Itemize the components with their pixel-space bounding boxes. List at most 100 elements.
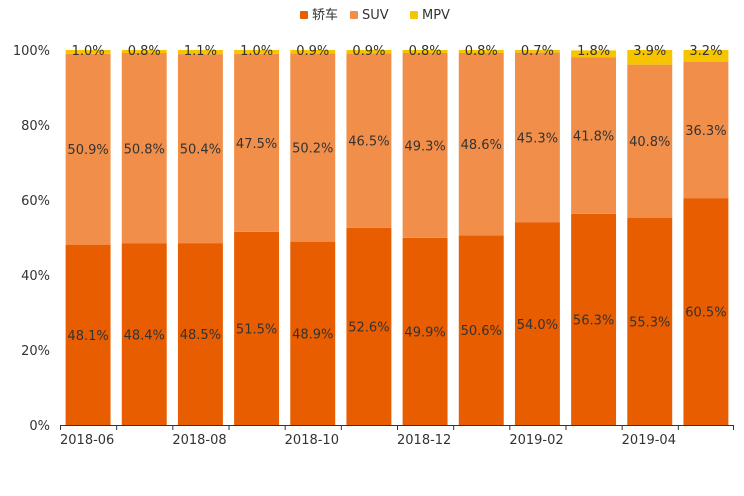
x-axis: 2018-06 2018-08 2018-10 2018-12 2019-02 2019-… — [60, 425, 734, 448]
data-label-轿车-2019-04: 55.3% — [629, 315, 670, 330]
bar-SUV-2018-08[interactable] — [177, 54, 223, 244]
bar-MPV-2019-03[interactable] — [571, 50, 617, 58]
bar-MPV-2019-02[interactable] — [514, 50, 560, 53]
bar-MPV-2018-12[interactable] — [402, 50, 448, 53]
bars: 48.1% 50.9% 1.0% 48.4% 50.8% 0.8% 48.5% 50.4% 1.… — [65, 44, 729, 426]
legend-label-1[interactable]: SUV — [362, 8, 389, 23]
data-label-轿车-2019-03: 56.3% — [573, 313, 614, 328]
bar-group-2019-03: 56.3% 41.8% 1.8% — [571, 44, 617, 425]
x-tick-label: 2019-02 — [509, 433, 563, 448]
y-axis: 0% 20% 40% 60% 80% 100% — [13, 44, 50, 434]
bar-轿车-2018-11[interactable] — [346, 227, 392, 425]
bar-SUV-2019-04[interactable] — [627, 64, 673, 218]
data-label-SUV-2018-07: 50.8% — [124, 142, 165, 157]
bar-SUV-2019-01[interactable] — [458, 53, 504, 236]
bar-SUV-2018-10[interactable] — [290, 53, 336, 242]
data-label-MPV-2019-01: 0.8% — [465, 44, 498, 59]
data-label-SUV-2019-04: 40.8% — [629, 135, 670, 150]
x-tick-label: 2018-10 — [285, 433, 339, 448]
data-label-轿车-2019-01: 50.6% — [461, 324, 502, 339]
bar-SUV-2019-03[interactable] — [571, 57, 617, 214]
bar-轿车-2019-04[interactable] — [627, 217, 673, 425]
bar-轿车-2018-07[interactable] — [121, 243, 167, 426]
bar-group-2018-08: 48.5% 50.4% 1.1% — [177, 44, 223, 425]
bar-SUV-2019-05[interactable] — [683, 62, 729, 199]
data-label-MPV-2018-09: 1.0% — [240, 44, 273, 59]
x-tick-label: 2018-06 — [60, 433, 114, 448]
x-tick-label: 2018-12 — [397, 433, 451, 448]
data-label-轿车-2019-02: 54.0% — [517, 318, 558, 333]
data-label-SUV-2018-09: 47.5% — [236, 137, 277, 152]
data-label-SUV-2018-11: 46.5% — [348, 135, 389, 150]
x-tick-label: 2018-08 — [172, 433, 226, 448]
legend-label-0[interactable]: 轿车 — [312, 7, 338, 23]
bar-MPV-2018-10[interactable] — [290, 50, 336, 54]
y-tick-label: 0% — [29, 419, 50, 434]
data-label-SUV-2019-03: 41.8% — [573, 130, 614, 145]
bar-SUV-2018-06[interactable] — [65, 53, 111, 245]
bar-group-2018-12: 49.9% 49.3% 0.8% — [402, 44, 448, 425]
y-tick-label: 20% — [21, 344, 50, 359]
bar-MPV-2018-07[interactable] — [121, 50, 167, 53]
bar-SUV-2018-11[interactable] — [346, 53, 392, 228]
data-label-MPV-2018-08: 1.1% — [184, 44, 217, 59]
data-label-轿车-2018-09: 51.5% — [236, 322, 277, 337]
bar-group-2018-09: 51.5% 47.5% 1.0% — [234, 44, 280, 425]
data-label-轿车-2018-08: 48.5% — [180, 328, 221, 343]
data-label-SUV-2018-10: 50.2% — [292, 142, 333, 157]
y-tick-label: 80% — [21, 119, 50, 134]
bar-MPV-2018-08[interactable] — [177, 50, 223, 55]
y-tick-label: 100% — [13, 44, 50, 59]
bar-轿车-2018-06[interactable] — [65, 244, 111, 425]
bar-轿车-2019-02[interactable] — [514, 222, 560, 426]
data-label-轿车-2018-10: 48.9% — [292, 327, 333, 342]
data-label-SUV-2019-05: 36.3% — [685, 124, 726, 139]
bar-group-2018-11: 52.6% 46.5% 0.9% — [346, 44, 392, 425]
data-label-SUV-2019-01: 48.6% — [461, 138, 502, 153]
data-label-轿车-2019-05: 60.5% — [685, 306, 726, 321]
bar-MPV-2019-04[interactable] — [627, 50, 673, 65]
y-tick-label: 40% — [21, 269, 50, 284]
bar-group-2019-04: 55.3% 40.8% 3.9% — [627, 44, 673, 425]
data-label-MPV-2019-04: 3.9% — [633, 44, 666, 59]
bar-轿车-2019-05[interactable] — [683, 198, 729, 425]
bar-轿车-2018-12[interactable] — [402, 237, 448, 425]
data-label-MPV-2019-05: 3.2% — [689, 44, 722, 59]
bar-SUV-2018-09[interactable] — [234, 53, 280, 232]
legend: 轿车 SUV MPV — [300, 7, 450, 23]
bar-SUV-2018-07[interactable] — [121, 53, 167, 244]
y-tick-label: 60% — [21, 194, 50, 209]
data-label-MPV-2018-07: 0.8% — [128, 44, 161, 59]
legend-label-2[interactable]: MPV — [422, 8, 450, 23]
bar-group-2018-06: 48.1% 50.9% 1.0% — [65, 44, 111, 425]
bar-轿车-2019-01[interactable] — [458, 235, 504, 425]
bar-MPV-2018-11[interactable] — [346, 50, 392, 54]
data-label-轿车-2018-06: 48.1% — [67, 329, 108, 344]
data-label-SUV-2019-02: 45.3% — [517, 132, 558, 147]
bar-MPV-2019-05[interactable] — [683, 50, 729, 62]
legend-swatch-0 — [300, 11, 308, 19]
bar-轿车-2018-10[interactable] — [290, 241, 336, 425]
data-label-SUV-2018-12: 49.3% — [404, 139, 445, 154]
bar-group-2019-02: 54.0% 45.3% 0.7% — [514, 44, 560, 426]
bar-轿车-2019-03[interactable] — [571, 213, 617, 425]
bar-MPV-2018-06[interactable] — [65, 50, 111, 54]
bar-group-2018-07: 48.4% 50.8% 0.8% — [121, 44, 167, 426]
bar-轿车-2018-09[interactable] — [234, 231, 280, 425]
data-label-SUV-2018-06: 50.9% — [67, 143, 108, 158]
bar-group-2018-10: 48.9% 50.2% 0.9% — [290, 44, 336, 425]
data-label-MPV-2019-02: 0.7% — [521, 44, 554, 59]
x-tick-label: 2019-04 — [622, 433, 676, 448]
bar-group-2019-05: 60.5% 36.3% 3.2% — [683, 44, 729, 425]
bar-SUV-2018-12[interactable] — [402, 53, 448, 238]
data-label-轿车-2018-07: 48.4% — [124, 328, 165, 343]
data-label-MPV-2018-10: 0.9% — [296, 44, 329, 59]
bar-SUV-2019-02[interactable] — [514, 52, 560, 223]
bar-MPV-2019-01[interactable] — [458, 50, 504, 53]
bar-轿车-2018-08[interactable] — [177, 243, 223, 425]
data-label-MPV-2019-03: 1.8% — [577, 44, 610, 59]
bar-MPV-2018-09[interactable] — [234, 50, 280, 54]
legend-swatch-2 — [410, 11, 418, 19]
legend-swatch-1 — [350, 11, 358, 19]
